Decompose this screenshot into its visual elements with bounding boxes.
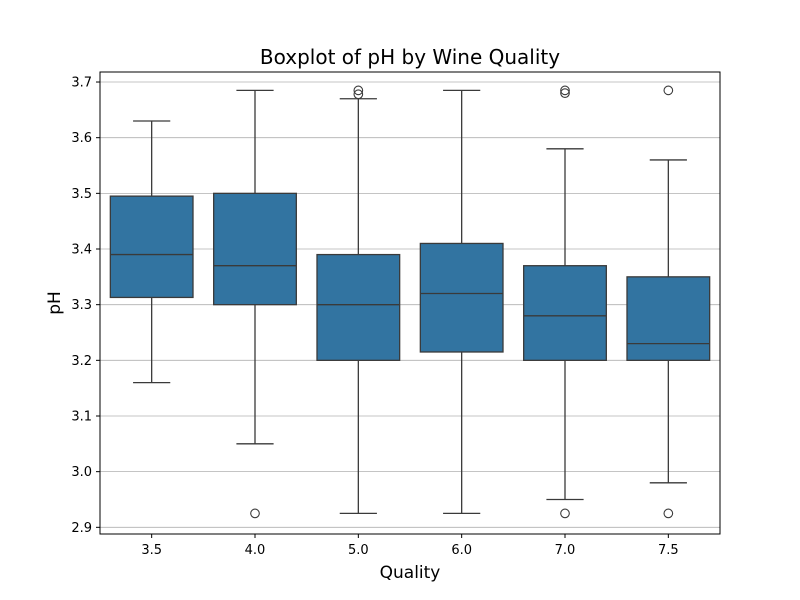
y-tick-label: 3.7 (71, 76, 92, 91)
x-tick-label: 7.0 (555, 543, 576, 558)
y-axis-label: pH (45, 291, 65, 315)
iqr-box (419, 242, 504, 353)
iqr-box (523, 265, 607, 361)
outlier-point (560, 508, 570, 519)
grid-lines (100, 81, 720, 528)
y-tick-label: 3.5 (71, 187, 92, 202)
x-tick-label: 6.0 (451, 543, 472, 558)
chart-title: Boxplot of pH by Wine Quality (260, 45, 560, 69)
box-group (316, 85, 401, 515)
x-tick-label: 5.0 (348, 543, 369, 558)
outlier-point (560, 85, 570, 96)
x-tick-label: 4.0 (245, 543, 266, 558)
x-axis-label: Quality (380, 563, 441, 583)
x-tick-label: 7.5 (658, 543, 679, 558)
box-series (109, 85, 711, 519)
y-tick-label: 2.9 (71, 521, 92, 536)
y-tick-label: 3.6 (71, 131, 92, 146)
iqr-box (213, 192, 297, 306)
box-group (213, 89, 297, 519)
x-axis: 3.5 4.0 5.0 6.0 7.0 7.5 (141, 534, 679, 558)
box-group (109, 120, 194, 384)
iqr-box (109, 195, 194, 299)
y-tick-label: 3.1 (71, 409, 92, 424)
outlier-point (353, 89, 364, 100)
y-tick-label: 3.3 (71, 298, 92, 313)
outlier-point (353, 85, 364, 96)
box-group (626, 85, 711, 519)
box-group (523, 85, 607, 519)
x-tick-label: 3.5 (141, 543, 162, 558)
y-tick-label: 3.0 (71, 465, 92, 480)
plot-frame (99, 71, 721, 535)
iqr-box (316, 253, 401, 361)
outlier-point (663, 508, 674, 519)
outlier-point (250, 508, 260, 519)
iqr-box (626, 276, 711, 361)
y-axis: 2.9 3.0 3.1 3.2 3.3 3.4 3.5 3.6 3.7 (71, 76, 100, 536)
y-tick-label: 3.4 (71, 243, 92, 258)
y-tick-label: 3.2 (71, 354, 92, 369)
outlier-point (560, 88, 570, 99)
box-group (419, 89, 504, 515)
outlier-point (663, 85, 674, 96)
